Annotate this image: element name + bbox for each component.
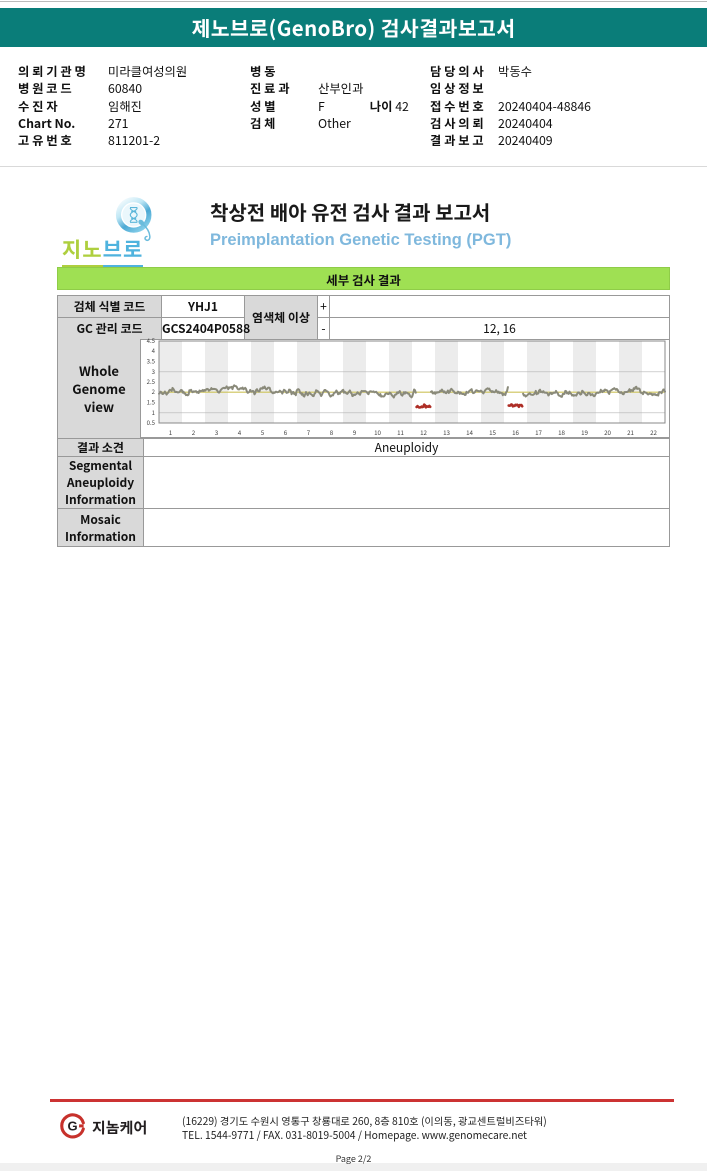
svg-text:22: 22: [650, 428, 657, 437]
svg-text:18: 18: [558, 428, 565, 437]
svg-text:17: 17: [535, 428, 542, 437]
svg-text:1: 1: [152, 408, 155, 417]
svg-text:15: 15: [489, 428, 496, 437]
svg-text:2.5: 2.5: [147, 377, 156, 386]
svg-text:14: 14: [466, 428, 473, 437]
svg-text:13: 13: [443, 428, 450, 437]
svg-text:0.5: 0.5: [147, 418, 156, 427]
svg-text:11: 11: [397, 428, 404, 437]
svg-text:10: 10: [374, 428, 381, 437]
svg-text:19: 19: [581, 428, 588, 437]
svg-text:3: 3: [215, 428, 219, 437]
svg-text:4: 4: [238, 428, 242, 437]
svg-text:1: 1: [169, 428, 173, 437]
svg-text:3.5: 3.5: [147, 357, 156, 366]
svg-text:8: 8: [330, 428, 334, 437]
svg-text:5: 5: [261, 428, 265, 437]
svg-text:20: 20: [604, 428, 611, 437]
svg-text:16: 16: [512, 428, 519, 437]
svg-text:2: 2: [192, 428, 196, 437]
svg-text:21: 21: [627, 428, 634, 437]
svg-text:4.5: 4.5: [147, 336, 156, 345]
svg-text:7: 7: [307, 428, 311, 437]
svg-text:9: 9: [353, 428, 357, 437]
svg-text:12: 12: [420, 428, 427, 437]
svg-text:1.5: 1.5: [147, 398, 156, 407]
svg-text:3: 3: [152, 367, 155, 376]
svg-text:6: 6: [284, 428, 288, 437]
svg-text:G: G: [67, 1118, 77, 1133]
